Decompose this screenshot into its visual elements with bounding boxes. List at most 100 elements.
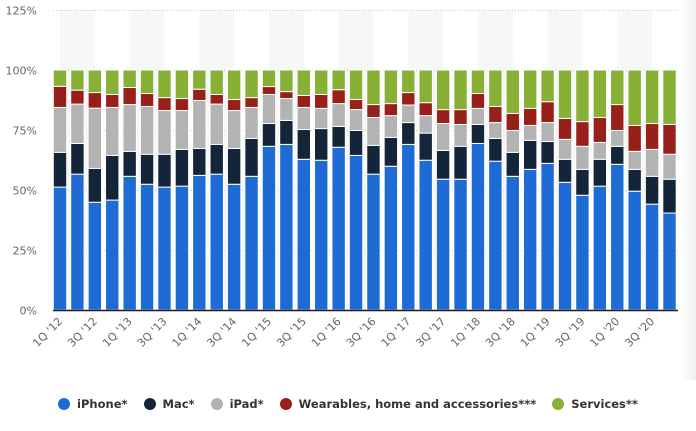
- bar-segment-wearables-home-and-accessories[interactable]: [52, 85, 68, 108]
- bar-segment-wearables-home-and-accessories[interactable]: [557, 117, 573, 140]
- bar-segment-ipad[interactable]: [192, 99, 207, 149]
- bar-segment-ipad[interactable]: [157, 110, 172, 155]
- bar-segment-ipad[interactable]: [70, 103, 85, 144]
- bar-segment-iphone[interactable]: [348, 154, 364, 311]
- bar-segment-ipad[interactable]: [662, 153, 677, 180]
- bar-segment-ipad[interactable]: [401, 104, 416, 124]
- bar-stack[interactable]: [331, 69, 346, 311]
- bar-segment-services[interactable]: [70, 69, 85, 91]
- bar-segment-iphone[interactable]: [592, 185, 608, 311]
- bar-segment-ipad[interactable]: [87, 107, 103, 169]
- bar-segment-wearables-home-and-accessories[interactable]: [592, 117, 608, 143]
- bar-segment-ipad[interactable]: [488, 122, 503, 139]
- bar-segment-iphone[interactable]: [540, 162, 555, 311]
- bar-stack[interactable]: [296, 69, 312, 311]
- bar-segment-iphone[interactable]: [522, 168, 538, 311]
- bar-segment-mac[interactable]: [557, 158, 573, 183]
- bar-stack[interactable]: [401, 69, 416, 311]
- bar-segment-ipad[interactable]: [453, 123, 468, 147]
- bar-segment-iphone[interactable]: [314, 159, 329, 311]
- bar-segment-ipad[interactable]: [122, 104, 137, 152]
- bar-segment-mac[interactable]: [279, 119, 294, 145]
- bar-segment-mac[interactable]: [139, 153, 155, 185]
- bar-segment-iphone[interactable]: [174, 185, 190, 311]
- legend-item[interactable]: Mac*: [143, 397, 195, 411]
- bar-segment-iphone[interactable]: [383, 165, 399, 311]
- bar-segment-wearables-home-and-accessories[interactable]: [488, 105, 503, 124]
- bar-segment-ipad[interactable]: [627, 150, 642, 170]
- bar-stack[interactable]: [575, 69, 590, 311]
- bar-segment-wearables-home-and-accessories[interactable]: [331, 89, 346, 105]
- bar-segment-mac[interactable]: [331, 125, 346, 148]
- bar-stack[interactable]: [505, 69, 520, 311]
- bar-segment-wearables-home-and-accessories[interactable]: [122, 87, 137, 106]
- bar-segment-mac[interactable]: [644, 175, 660, 205]
- bar-segment-ipad[interactable]: [331, 103, 346, 127]
- bar-segment-iphone[interactable]: [105, 199, 120, 311]
- legend-item[interactable]: iPad*: [210, 397, 264, 411]
- bar-stack[interactable]: [627, 69, 642, 311]
- bar-segment-services[interactable]: [348, 69, 364, 101]
- bar-segment-services[interactable]: [470, 69, 486, 95]
- bar-segment-iphone[interactable]: [52, 186, 68, 311]
- bar-segment-iphone[interactable]: [87, 201, 103, 311]
- bar-segment-mac[interactable]: [87, 167, 103, 203]
- bar-stack[interactable]: [261, 69, 277, 311]
- bar-segment-services[interactable]: [209, 69, 224, 95]
- bar-segment-iphone[interactable]: [401, 143, 416, 311]
- bar-segment-mac[interactable]: [401, 122, 416, 145]
- bar-segment-services[interactable]: [244, 69, 259, 99]
- bar-segment-wearables-home-and-accessories[interactable]: [192, 88, 207, 101]
- bar-segment-ipad[interactable]: [366, 117, 381, 146]
- bar-segment-services[interactable]: [401, 69, 416, 94]
- bar-stack[interactable]: [192, 69, 207, 311]
- bar-segment-wearables-home-and-accessories[interactable]: [575, 121, 590, 147]
- bar-segment-iphone[interactable]: [610, 163, 625, 311]
- bar-segment-mac[interactable]: [70, 142, 85, 175]
- bar-segment-wearables-home-and-accessories[interactable]: [505, 112, 520, 131]
- bar-segment-services[interactable]: [279, 69, 294, 93]
- bar-segment-services[interactable]: [366, 69, 381, 106]
- bar-segment-services[interactable]: [592, 69, 608, 119]
- bar-stack[interactable]: [52, 69, 68, 311]
- bar-stack[interactable]: [122, 69, 137, 311]
- bar-stack[interactable]: [366, 69, 381, 311]
- bar-segment-mac[interactable]: [314, 128, 329, 161]
- bar-segment-services[interactable]: [174, 69, 190, 100]
- bar-segment-ipad[interactable]: [575, 145, 590, 170]
- bar-stack[interactable]: [557, 69, 573, 311]
- bar-stack[interactable]: [453, 69, 468, 311]
- bar-segment-mac[interactable]: [418, 132, 433, 161]
- bar-segment-mac[interactable]: [122, 150, 137, 177]
- bar-segment-ipad[interactable]: [540, 122, 555, 143]
- bar-segment-mac[interactable]: [453, 145, 468, 180]
- bar-segment-wearables-home-and-accessories[interactable]: [470, 93, 486, 109]
- bar-stack[interactable]: [174, 69, 190, 311]
- bar-segment-mac[interactable]: [348, 129, 364, 156]
- bar-segment-wearables-home-and-accessories[interactable]: [279, 91, 294, 100]
- bar-segment-mac[interactable]: [505, 151, 520, 177]
- bar-segment-mac[interactable]: [192, 147, 207, 176]
- bar-segment-ipad[interactable]: [244, 106, 259, 139]
- bar-stack[interactable]: [244, 69, 259, 311]
- bar-segment-services[interactable]: [122, 69, 137, 89]
- bar-stack[interactable]: [70, 69, 85, 311]
- bar-segment-wearables-home-and-accessories[interactable]: [610, 104, 625, 131]
- bar-segment-ipad[interactable]: [174, 110, 190, 150]
- bar-segment-iphone[interactable]: [418, 159, 433, 311]
- bar-segment-iphone[interactable]: [70, 173, 85, 311]
- bar-segment-services[interactable]: [627, 69, 642, 126]
- bar-segment-wearables-home-and-accessories[interactable]: [139, 93, 155, 107]
- bar-segment-iphone[interactable]: [470, 142, 486, 311]
- bar-stack[interactable]: [279, 69, 294, 311]
- bar-stack[interactable]: [157, 69, 172, 311]
- legend-item[interactable]: Services**: [552, 397, 638, 411]
- bar-segment-mac[interactable]: [610, 145, 625, 165]
- bar-segment-mac[interactable]: [244, 137, 259, 177]
- bar-segment-ipad[interactable]: [418, 115, 433, 134]
- bar-segment-wearables-home-and-accessories[interactable]: [157, 97, 172, 112]
- bar-segment-wearables-home-and-accessories[interactable]: [105, 93, 120, 108]
- bar-segment-iphone[interactable]: [209, 173, 224, 311]
- bar-segment-wearables-home-and-accessories[interactable]: [540, 101, 555, 124]
- bar-stack[interactable]: [314, 69, 329, 311]
